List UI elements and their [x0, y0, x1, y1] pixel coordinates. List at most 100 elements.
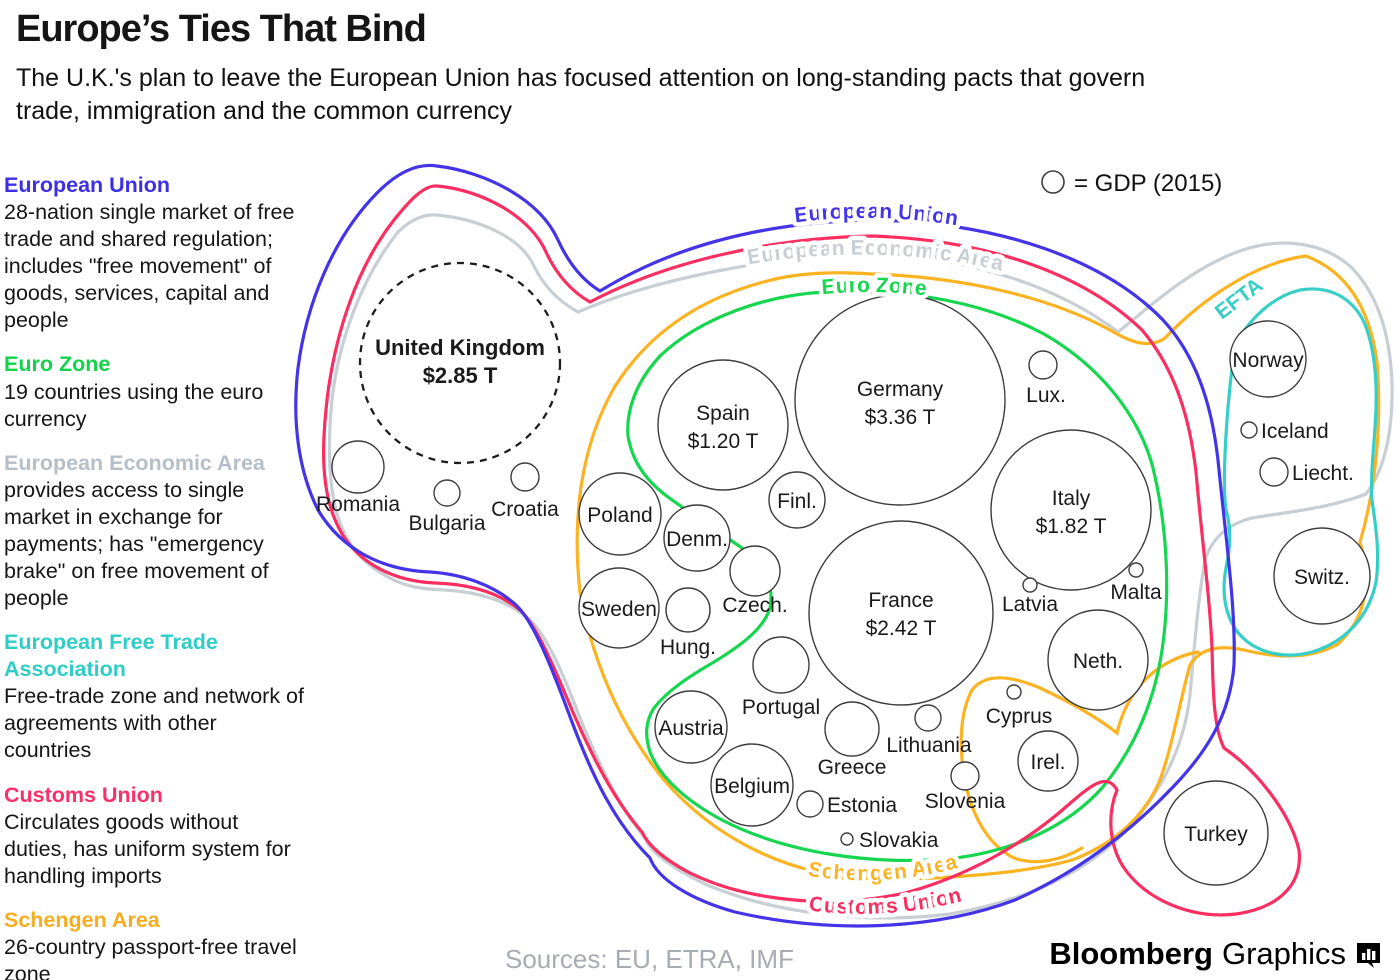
country-label-austria: Austria	[658, 717, 724, 740]
country-turkey: Turkey	[1163, 780, 1269, 886]
country-label-switz: Switz.	[1294, 566, 1350, 589]
country-label-poland: Poland	[587, 504, 652, 527]
legend-panel: European Union 28-nation single market of…	[4, 172, 304, 980]
gdp-circle-icon	[1041, 170, 1065, 194]
country-bubbles: United Kingdom $2.85 T Romania Bulgaria Croa…	[316, 261, 1371, 886]
legend-entry-customs-union: Customs Union Circulates goods without du…	[4, 782, 304, 890]
brand-graphics: Graphics	[1221, 936, 1346, 971]
country-label-italy: Italy $1.82 T	[1036, 487, 1107, 538]
country-label-croatia: Croatia	[491, 498, 559, 521]
country-romania: Romania	[316, 440, 400, 516]
country-greece: Greece	[818, 701, 887, 779]
country-label-lithuania: Lithuania	[886, 734, 972, 757]
country-label-malta: Malta	[1110, 581, 1162, 604]
customs-ring	[321, 184, 1301, 917]
country-slovenia: Slovenia	[925, 761, 1006, 813]
country-label-norway: Norway	[1232, 349, 1304, 372]
legend-title-european-economic-area: European Economic Area	[4, 450, 265, 475]
country-liecht: Liecht.	[1259, 457, 1354, 487]
country-label-denm: Denm.	[666, 528, 728, 551]
country-neth: Neth.	[1047, 609, 1149, 711]
country-finl: Finl.	[768, 471, 826, 529]
country-norway: Norway	[1229, 320, 1307, 398]
country-label-united-kingdom: United Kingdom $2.85 T	[375, 335, 545, 388]
sources-note: Sources: EU, ETRA, IMF	[505, 944, 794, 974]
legend-entry-european-union: European Union 28-nation single market of…	[4, 172, 304, 334]
gdp-size-legend: = GDP (2015)	[1041, 170, 1222, 197]
legend-title-customs-union: Customs Union	[4, 782, 163, 807]
country-germany: Germany $3.36 T	[794, 294, 1006, 506]
legend-title-european-union: European Union	[4, 173, 171, 197]
country-circle-turkey	[1163, 780, 1269, 886]
country-austria: Austria	[654, 690, 728, 764]
legend-entry-european-economic-area: European Economic Area provides access t…	[4, 450, 304, 612]
country-circle-sweden	[578, 567, 660, 649]
country-portugal: Portugal	[742, 636, 820, 719]
country-label-estonia: Estonia	[827, 794, 897, 817]
country-estonia: Estonia	[796, 790, 897, 818]
legend-entry-european-free-trade-association: European Free Trade Association Free-trad…	[4, 629, 304, 764]
country-circle-italy	[990, 429, 1152, 591]
country-lithuania: Lithuania	[886, 704, 972, 757]
page-subtitle: The U.K.'s plan to leave the European Un…	[16, 64, 1146, 125]
country-france: France $2.42 T	[808, 520, 994, 706]
legend-body-schengen-area: 26-country passport-free travel zone	[4, 934, 297, 980]
country-circle-finl	[768, 471, 826, 529]
country-cyprus: Cyprus	[986, 684, 1053, 728]
country-label-turkey: Turkey	[1184, 823, 1248, 846]
country-circle-hung	[665, 587, 711, 633]
country-circle-austria	[654, 690, 728, 764]
country-circle-malta	[1128, 562, 1144, 578]
country-label-romania: Romania	[316, 493, 400, 516]
country-denm: Denm.	[663, 504, 731, 572]
page-title: Europe’s Ties That Bind	[16, 8, 427, 50]
efta-ring	[1222, 287, 1380, 657]
country-circle-romania	[331, 440, 385, 494]
country-circle-croatia	[510, 462, 540, 492]
country-label-germany: Germany $3.36 T	[857, 378, 944, 429]
legend-title-euro-zone: Euro Zone	[4, 352, 111, 377]
legend-title-european-free-trade-association: European Free Trade Association	[4, 630, 218, 682]
country-sweden: Sweden	[578, 567, 660, 649]
country-circle-cyprus	[1006, 684, 1022, 700]
country-label-greece: Greece	[818, 756, 887, 779]
country-label-portugal: Portugal	[742, 696, 820, 719]
country-circle-spain	[657, 359, 789, 491]
country-circle-switz	[1273, 527, 1371, 625]
country-label-cyprus: Cyprus	[986, 705, 1053, 728]
legend-body-european-free-trade-association: Free-trade zone and network of agreement…	[4, 684, 304, 763]
legend-body-euro-zone: 19 countries using the euro currency	[4, 379, 264, 431]
country-poland: Poland	[578, 472, 662, 556]
country-circle-germany	[794, 294, 1006, 506]
country-latvia: Latvia	[1002, 577, 1058, 616]
country-slovakia: Slovakia	[840, 829, 939, 852]
country-hung: Hung.	[660, 587, 716, 659]
eurozone-ring-label: Euro Zone	[821, 274, 928, 300]
gdp-legend-label: = GDP (2015)	[1074, 170, 1222, 197]
brand-logo: Bloomberg Graphics	[1049, 936, 1382, 972]
legend-body-european-economic-area: provides access to single market in exch…	[4, 477, 269, 611]
country-circle-lithuania	[914, 704, 942, 732]
eea-ring-label: European Economic Area	[746, 237, 1006, 276]
country-circle-denm	[663, 504, 731, 572]
country-label-france: France $2.42 T	[866, 589, 937, 640]
country-circle-estonia	[796, 790, 824, 818]
eurozone-ring	[626, 289, 1169, 862]
country-circle-latvia	[1022, 577, 1038, 593]
eu-ring	[294, 163, 1236, 928]
country-label-neth: Neth.	[1073, 650, 1123, 673]
country-label-sweden: Sweden	[581, 598, 657, 621]
country-circle-france	[808, 520, 994, 706]
country-circle-bulgaria	[433, 479, 461, 507]
country-italy: Italy $1.82 T	[990, 429, 1152, 591]
country-belgium: Belgium	[710, 743, 794, 827]
country-spain: Spain $1.20 T	[657, 359, 789, 491]
country-label-spain: Spain $1.20 T	[688, 402, 759, 453]
country-circle-greece	[824, 701, 880, 757]
country-label-iceland: Iceland	[1261, 420, 1329, 443]
country-circle-slovakia	[840, 832, 854, 846]
country-circle-iceland	[1240, 421, 1258, 439]
country-united-kingdom: United Kingdom $2.85 T	[358, 261, 562, 465]
country-circle-poland	[578, 472, 662, 556]
